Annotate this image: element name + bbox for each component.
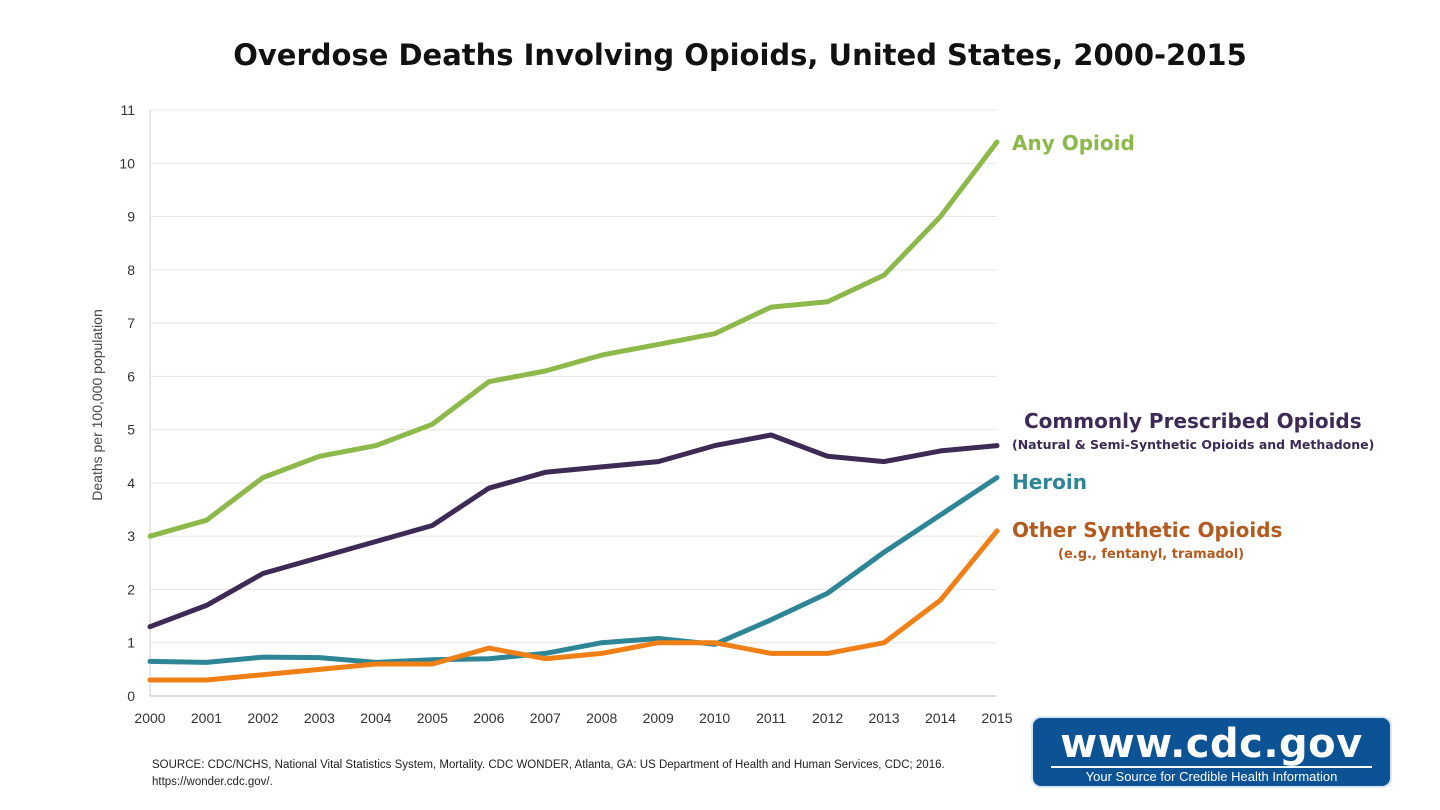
series-label-heroin: Heroin [1012,470,1087,494]
x-tick-label: 2015 [981,710,1012,726]
x-tick-label: 2011 [756,710,786,726]
series-line-other-synthetic-opioids [147,528,1000,683]
series-line-any-opioid [147,139,1000,539]
series-sublabel-synthetic-opioids: (e.g., fentanyl, tramadol) [1058,547,1245,562]
series-label-synthetic-opioids: Other Synthetic Opioids [1012,518,1283,542]
x-tick-label: 2003 [304,710,335,726]
x-tick-label: 2002 [247,710,278,726]
logo-divider [1051,766,1372,768]
y-tick-label: 5 [127,422,135,438]
x-tick-label: 2013 [868,710,899,726]
y-tick-label: 7 [127,315,135,331]
logo-tagline: Your Source for Credible Health Informat… [1085,769,1338,784]
x-tick-label: 2010 [699,710,730,726]
x-tick-label: 2000 [134,710,165,726]
y-axis-title: Deaths per 100,000 population [89,309,105,500]
y-tick-label: 0 [127,688,135,704]
series-line-commonly-prescribed-opioids [147,432,1000,630]
x-tick-label: 2008 [586,710,617,726]
series-label-any-opioid: Any Opioid [1012,131,1135,155]
x-tick-label: 2001 [191,710,222,726]
y-tick-label: 9 [127,209,135,225]
x-tick-label: 2012 [812,710,843,726]
source-note: SOURCE: CDC/NCHS, National Vital Statist… [152,759,945,788]
y-tick-label: 1 [127,635,135,651]
y-tick-label: 11 [120,102,135,118]
x-tick-label: 2014 [925,710,956,726]
logo-url: www.cdc.gov [1060,721,1363,767]
x-tick-label: 2005 [417,710,448,726]
x-tick-label: 2007 [530,710,561,726]
y-tick-label: 2 [127,581,135,597]
series-line-heroin [147,475,1000,665]
x-tick-label: 2006 [473,710,504,726]
y-tick-label: 4 [127,475,135,491]
y-tick-label: 6 [127,368,135,384]
series-label-prescribed-opioids: Commonly Prescribed Opioids [1024,409,1362,433]
series-sublabel-prescribed-opioids: (Natural & Semi-Synthetic Opioids and Me… [1012,437,1375,452]
x-tick-label: 2004 [360,710,391,726]
cdc-logo[interactable]: www.cdc.gov Your Source for Credible Hea… [1033,718,1390,786]
chart-title: Overdose Deaths Involving Opioids, Unite… [233,38,1247,72]
x-tick-label: 2009 [643,710,674,726]
y-tick-label: 8 [127,262,135,278]
y-tick-label: 10 [119,155,135,171]
y-tick-label: 3 [127,528,135,544]
